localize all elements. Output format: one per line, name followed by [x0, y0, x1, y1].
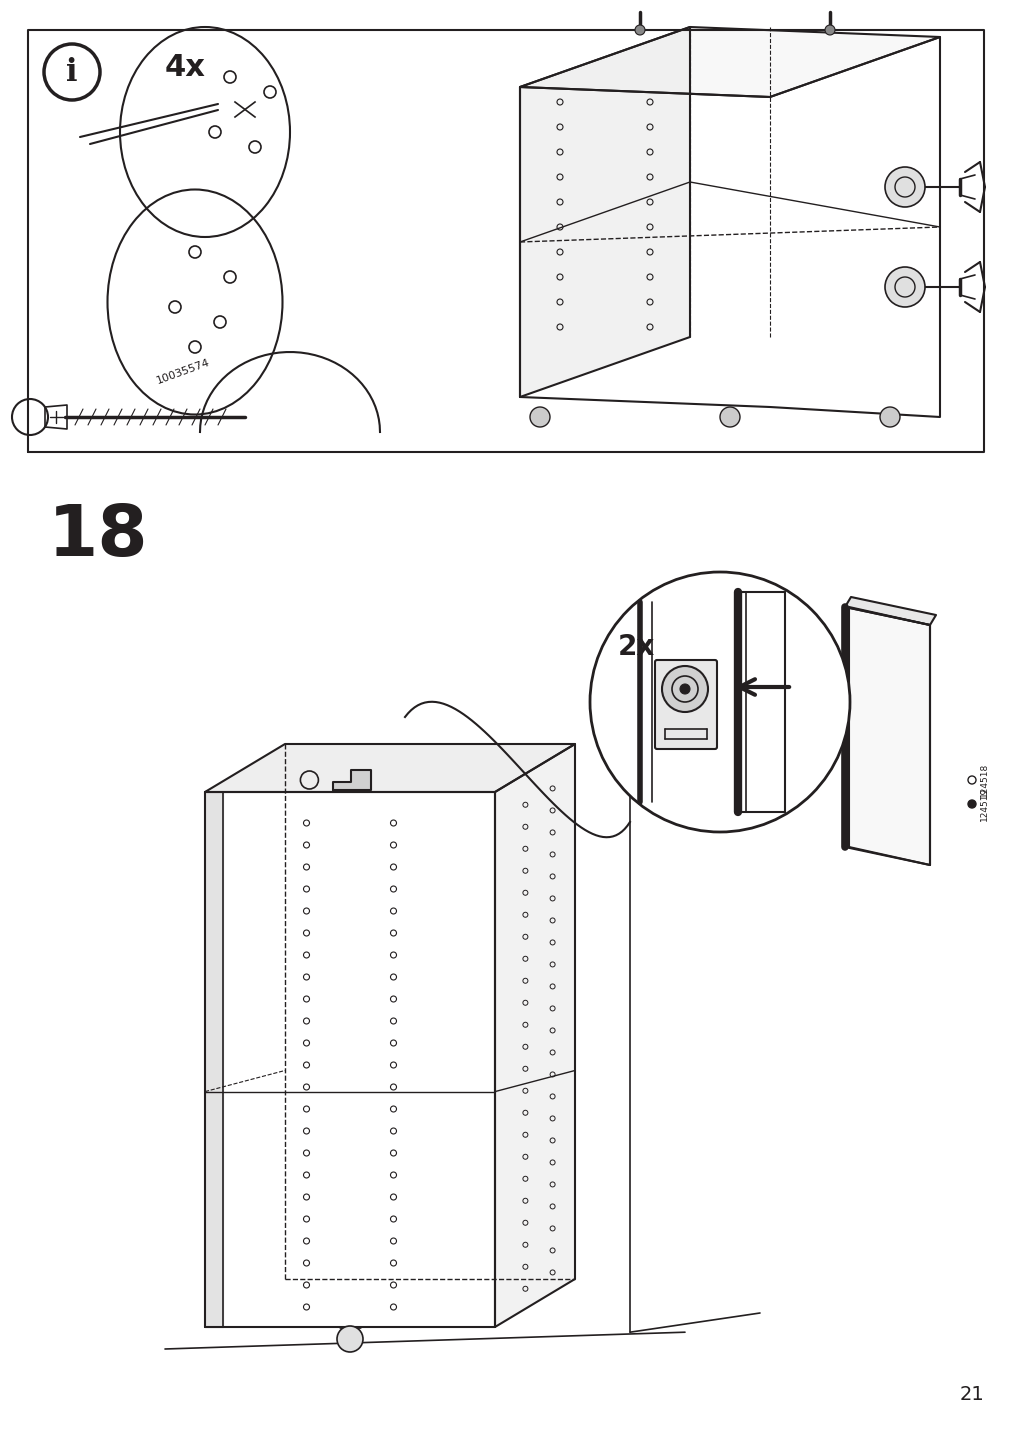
Circle shape — [337, 1326, 363, 1352]
Circle shape — [589, 571, 849, 832]
Text: i: i — [66, 56, 78, 87]
Text: 2x: 2x — [618, 633, 654, 662]
Text: 124518: 124518 — [979, 763, 988, 798]
Text: 21: 21 — [958, 1385, 983, 1403]
Circle shape — [530, 407, 549, 427]
Text: 18: 18 — [48, 503, 149, 571]
Polygon shape — [205, 792, 222, 1327]
Circle shape — [824, 24, 834, 34]
Polygon shape — [520, 27, 939, 97]
Polygon shape — [333, 770, 370, 790]
Circle shape — [968, 800, 975, 808]
Text: 124519: 124519 — [979, 786, 988, 821]
Polygon shape — [205, 745, 574, 792]
Text: 10035574: 10035574 — [155, 358, 211, 387]
Circle shape — [661, 666, 708, 712]
Circle shape — [634, 24, 644, 34]
Circle shape — [880, 407, 899, 427]
Polygon shape — [844, 597, 935, 624]
Polygon shape — [520, 27, 690, 397]
FancyBboxPatch shape — [654, 660, 716, 749]
Polygon shape — [848, 607, 929, 865]
Polygon shape — [494, 745, 574, 1327]
Circle shape — [719, 407, 739, 427]
Circle shape — [885, 168, 924, 208]
Circle shape — [679, 684, 690, 695]
Circle shape — [885, 266, 924, 306]
Text: 4x: 4x — [165, 53, 205, 82]
